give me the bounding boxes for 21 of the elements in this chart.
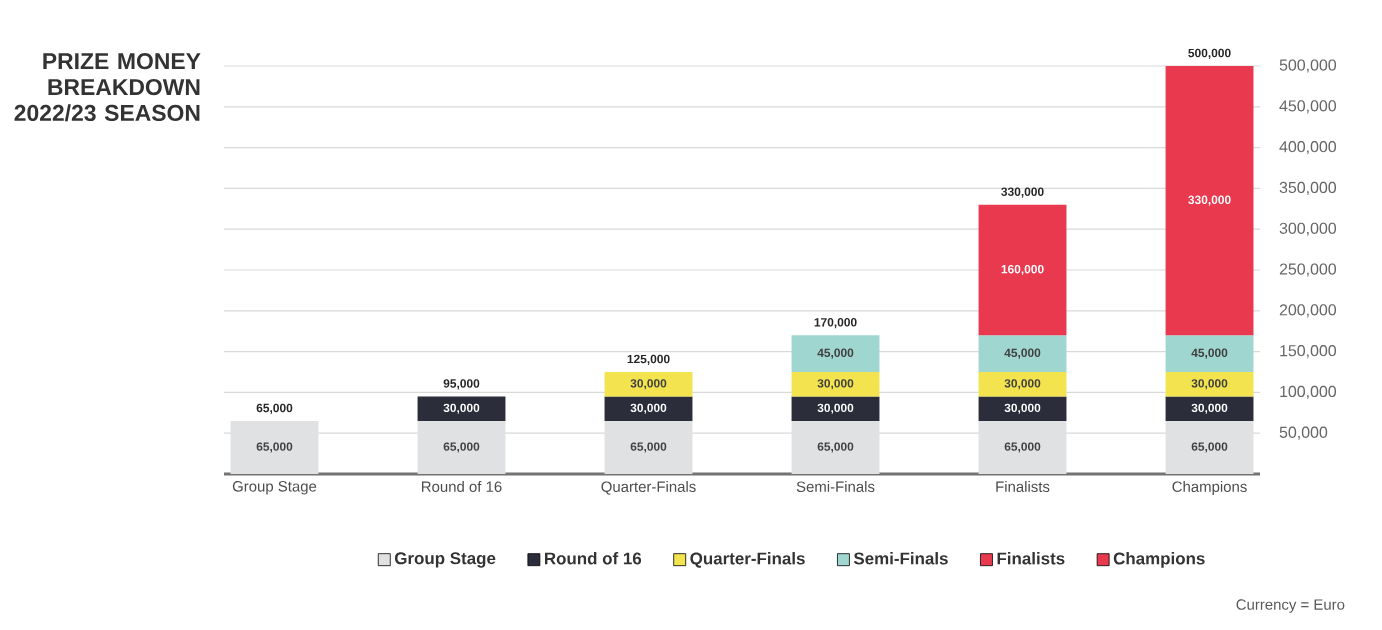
bar xyxy=(978,204,1067,336)
bar xyxy=(604,396,693,421)
legend-label: Finalists xyxy=(997,552,1065,565)
bar xyxy=(978,372,1067,397)
bar xyxy=(1165,66,1254,336)
bar xyxy=(1165,372,1254,397)
legend-label: Quarter-Finals xyxy=(690,552,805,568)
bar xyxy=(791,372,880,397)
bar xyxy=(1165,335,1254,372)
bar xyxy=(791,396,880,421)
legend-label: Champions xyxy=(1113,552,1205,568)
bar xyxy=(978,396,1067,421)
legend-label: Group Stage xyxy=(394,552,496,568)
legend-label: Round of 16 xyxy=(544,552,642,565)
bar xyxy=(417,396,506,421)
bar xyxy=(604,372,693,397)
chart-title: PRIZE MONEY BREAKDOWN 2022/23 SEASON xyxy=(14,53,201,122)
bar xyxy=(791,335,880,372)
bar xyxy=(978,335,1067,372)
legend-label: Semi-Finals xyxy=(853,552,948,565)
bar xyxy=(1165,396,1254,421)
